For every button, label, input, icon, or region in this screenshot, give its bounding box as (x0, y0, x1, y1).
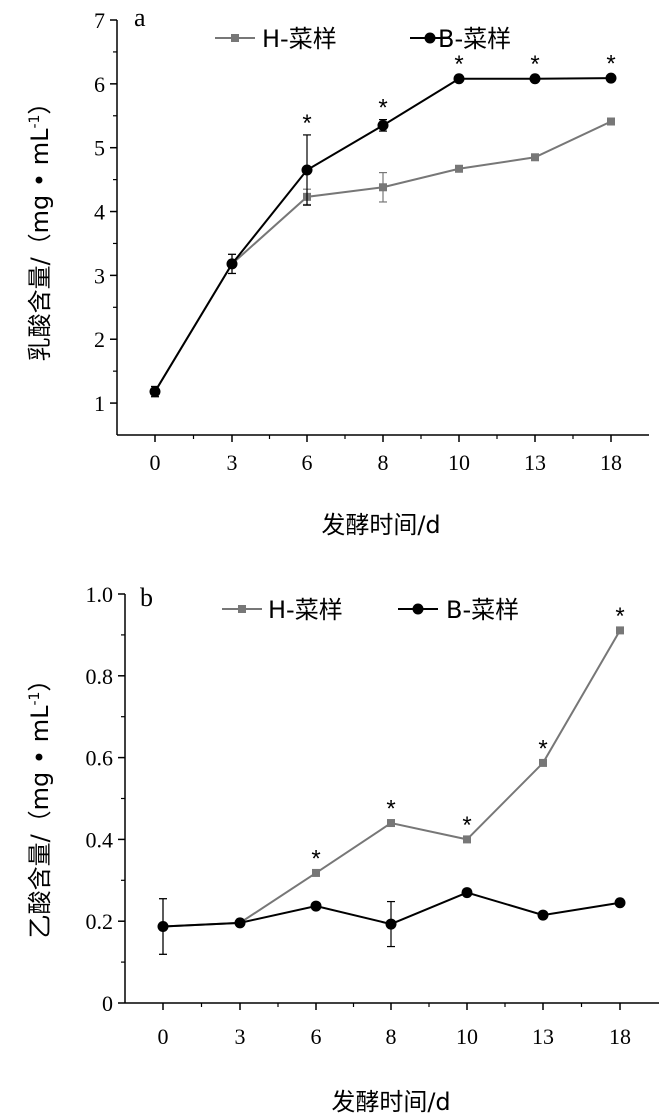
pb-x-tick-label: 3 (235, 1024, 246, 1049)
pa-x-tick-label: 0 (150, 450, 161, 475)
pb-x-tick-label: 0 (158, 1024, 169, 1049)
panel-letter-b: b (140, 583, 153, 612)
y-axis-title-a: 乳酸含量/（mg • mL-1） (26, 91, 54, 362)
pb-h-series-point (616, 626, 624, 635)
pb-x-tick-label: 10 (456, 1024, 478, 1049)
pb-y-tick-label: 0 (102, 991, 113, 1016)
pa-x-tick-label: 13 (524, 450, 546, 475)
pb-significance-star: * (615, 603, 624, 630)
pa-y-tick-label: 6 (94, 72, 105, 97)
x-axis-title-b: 发酵时间/d (331, 1088, 450, 1116)
pb-significance-star: * (386, 796, 395, 823)
pa-b-series-point (377, 119, 389, 131)
panel-b: b 乙酸含量/（mg • mL-1） 发酵时间/d 0 0.2 0.4 0.6 0.8 1… (26, 582, 659, 1116)
pa-h-series-point (379, 183, 387, 192)
pb-b-series-point (234, 917, 246, 929)
pa-y-tick-label: 5 (94, 136, 105, 161)
pb-legend-h-marker (238, 605, 246, 613)
pb-y-tick-label: 0.4 (86, 827, 114, 852)
pb-significance-star: * (538, 735, 547, 762)
pa-x-tick-label: 6 (302, 450, 313, 475)
pb-b-series-point (614, 897, 626, 909)
pb-significance-star: * (311, 845, 320, 872)
pa-significance-star: * (530, 51, 539, 78)
pa-x-tick-label: 10 (448, 450, 470, 475)
pa-b-series-point (529, 73, 541, 85)
pa-significance-star: * (454, 51, 463, 78)
pa-h-series-point (531, 153, 539, 162)
pb-legend-b-label: B-菜样 (446, 596, 519, 624)
pa-h-series-line (154, 120, 612, 393)
pb-b-series-point (310, 900, 322, 912)
pb-h-series-point (463, 835, 471, 844)
pa-b-series-point (149, 386, 161, 398)
x-axis-title-a: 发酵时间/d (321, 511, 440, 539)
pb-y-tick-label: 0.6 (86, 746, 114, 771)
pb-x-tick-label: 6 (311, 1024, 322, 1049)
pa-b-series-point (226, 258, 238, 270)
pa-y-tick-label: 3 (94, 263, 105, 288)
pb-legend-b-marker (412, 603, 424, 615)
pa-significance-star: * (302, 110, 311, 137)
pa-b-series-point (605, 72, 617, 84)
panel-a: a 乳酸含量/（mg • mL-1） 发酵时间/d 1 2 3 4 5 6 7 0 3 6 8 10 1… (26, 3, 649, 539)
pb-x-tick-label: 18 (609, 1024, 631, 1049)
pa-significance-star: * (378, 95, 387, 122)
pb-y-tick-label: 0.8 (86, 664, 114, 689)
pb-b-series-point (461, 887, 473, 899)
pb-h-series-point (539, 758, 547, 767)
pb-h-series-point (312, 868, 320, 877)
pa-significance-star: * (606, 51, 615, 78)
pa-legend-h-marker (231, 34, 239, 42)
pa-legend-h-label: H-菜样 (262, 25, 337, 53)
pa-x-tick-label: 18 (600, 450, 622, 475)
pb-h-series-point (387, 819, 395, 828)
pa-b-series-point (301, 164, 313, 176)
pa-h-series-point (455, 164, 463, 173)
pb-significance-star: * (462, 812, 471, 839)
pa-legend-b-marker (424, 32, 436, 44)
pb-legend-h-label: H-菜样 (268, 596, 343, 624)
pa-y-tick-label: 2 (94, 327, 105, 352)
pb-y-tick-label: 1.0 (86, 582, 114, 607)
pb-b-series-point (385, 918, 397, 930)
y-axis-title-b: 乙酸含量/（mg • mL-1） (26, 668, 54, 939)
pb-b-series-point (157, 921, 169, 933)
pa-y-tick-label: 1 (94, 391, 105, 416)
pa-x-tick-label: 3 (227, 450, 238, 475)
pa-x-tick-label: 8 (378, 450, 389, 475)
pb-y-tick-label: 0.2 (86, 909, 114, 934)
pb-x-tick-label: 8 (386, 1024, 397, 1049)
pa-h-series-point (607, 117, 615, 126)
pa-y-tick-label: 4 (94, 200, 105, 225)
pb-h-series-line (162, 629, 621, 928)
pb-x-tick-label: 13 (532, 1024, 554, 1049)
pa-y-tick-label: 7 (94, 8, 105, 33)
pa-b-series-point (453, 73, 465, 85)
pa-legend-b-label: B-菜样 (438, 25, 511, 53)
pb-b-series-point (537, 909, 549, 921)
panel-letter-a: a (134, 3, 146, 32)
